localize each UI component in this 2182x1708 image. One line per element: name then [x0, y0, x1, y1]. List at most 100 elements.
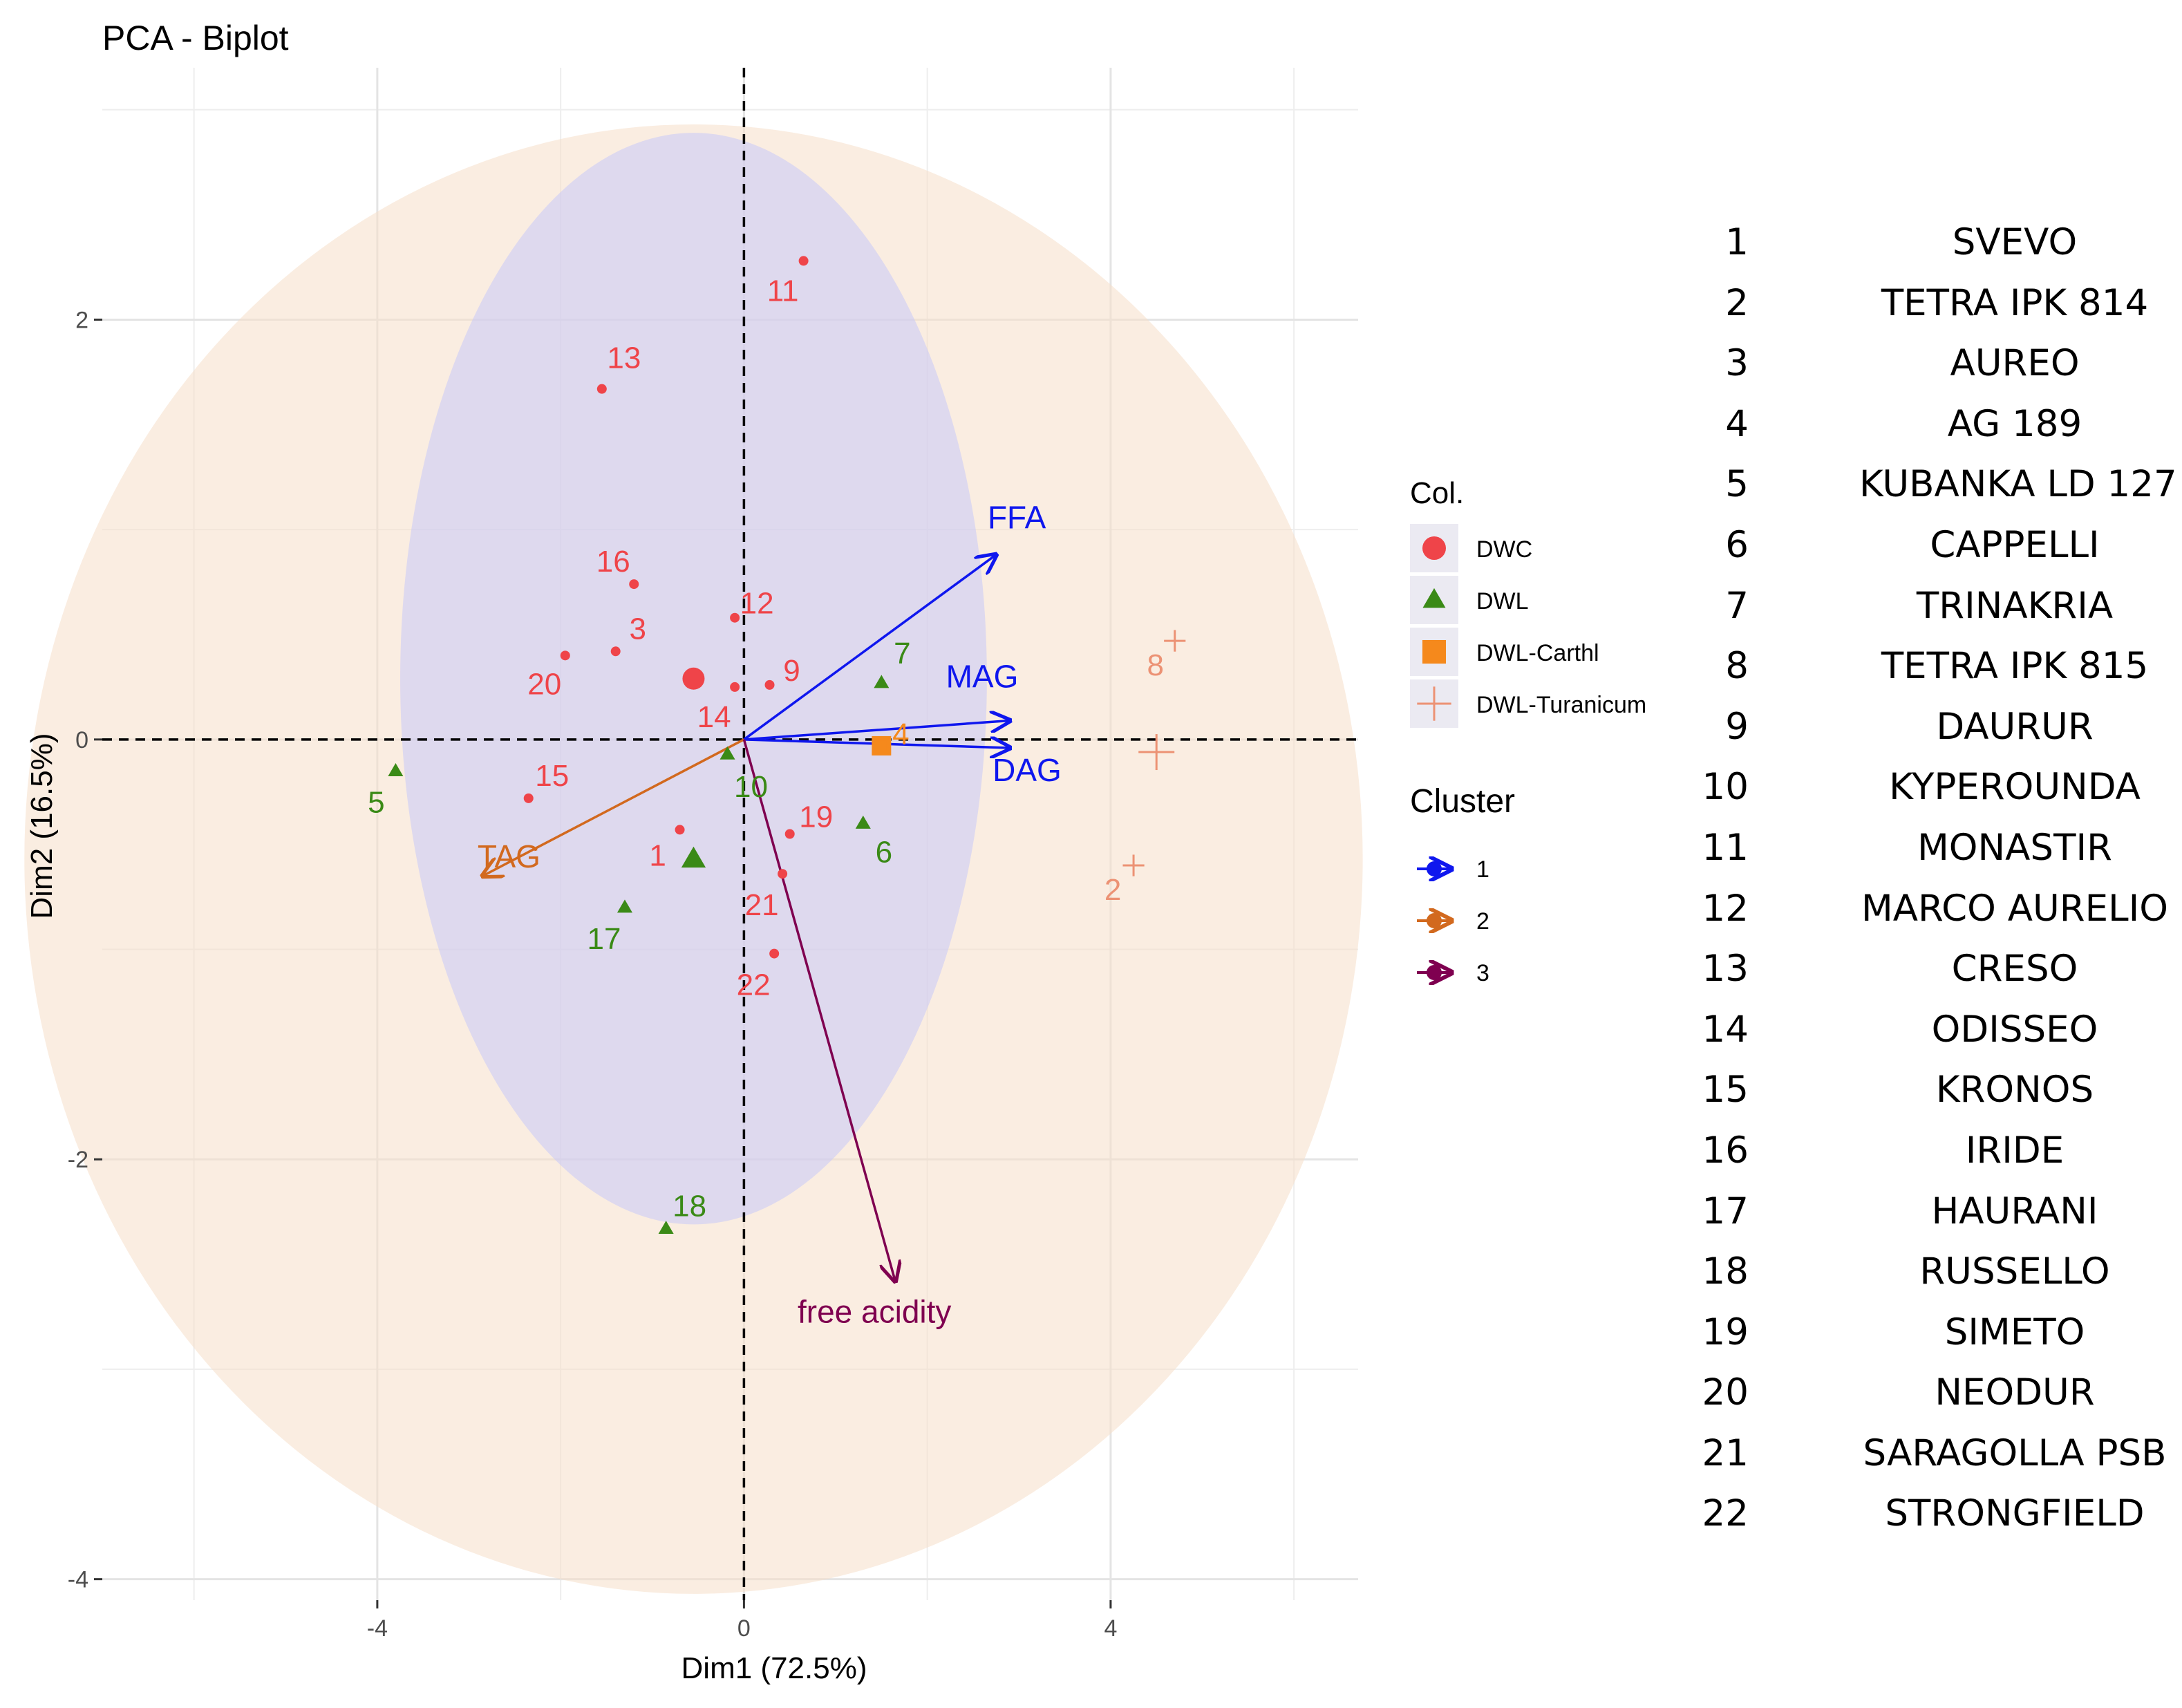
legend-color-title: Col. [1410, 476, 1464, 510]
data-point [596, 384, 607, 394]
legend-item-label: DWL-Carthl [1476, 640, 1599, 666]
data-point [617, 899, 632, 913]
point-label: 22 [737, 968, 771, 1002]
cultivar-name: KYPEROUNDA [1889, 766, 2141, 809]
cultivar-row: 15 KRONOS [1686, 1069, 2182, 1129]
cultivar-name: ODISSEO [1931, 1008, 2098, 1051]
cultivar-name: SVEVO [1952, 221, 2078, 263]
legend-key-symbol [1417, 686, 1451, 721]
cultivar-number: 17 [1702, 1190, 1749, 1232]
x-tick-label: -4 [367, 1615, 388, 1642]
legend-item-label: DWC [1476, 536, 1532, 563]
legend-item-dwl: DWL [1410, 576, 1529, 624]
cultivar-number: 20 [1702, 1371, 1749, 1414]
cultivar-name: TETRA IPK 814 [1881, 281, 2149, 324]
data-point [798, 256, 809, 266]
point-label: 20 [527, 667, 561, 701]
cultivar-number: 1 [1725, 221, 1749, 263]
cultivar-name: MONASTIR [1917, 826, 2112, 869]
cultivar-name: HAURANI [1931, 1190, 2098, 1232]
legend-key-symbol [1422, 588, 1446, 608]
cultivar-name: STRONGFIELD [1885, 1492, 2145, 1535]
cultivar-name: DAURUR [1936, 705, 2094, 748]
point-label: 17 [587, 922, 621, 956]
legend-cluster-dot [1427, 913, 1442, 928]
data-point [730, 612, 740, 623]
data-point [778, 869, 788, 879]
cultivar-name: AUREO [1950, 342, 2080, 385]
legend-cluster-dot [1427, 861, 1442, 876]
axes: -4 0 4 -4 -2 0 2 [68, 307, 1118, 1642]
cultivar-number: 4 [1725, 402, 1749, 445]
point-label: 10 [734, 770, 768, 804]
variable-label: free acidity [798, 1293, 951, 1329]
legend-cluster-label: 3 [1476, 960, 1489, 986]
point-label: 2 [1104, 873, 1121, 907]
point-label: 21 [745, 888, 779, 922]
legend-item-label: DWL-Turanicum [1476, 692, 1646, 718]
variable-label: FFA [988, 500, 1046, 536]
data-point [764, 679, 775, 690]
chart-title: PCA - Biplot [102, 19, 289, 57]
cultivar-number: 9 [1725, 705, 1749, 748]
x-tick-label: 0 [737, 1615, 751, 1642]
cultivar-number: 11 [1702, 826, 1749, 869]
legend-key-symbol [1422, 640, 1446, 664]
cultivar-name: KUBANKA LD 127 [1859, 463, 2177, 506]
point-label: 13 [607, 341, 641, 375]
point-label: 15 [535, 759, 569, 793]
legend-cluster-dot [1427, 965, 1442, 980]
group-mean-dwl-turanicum [1138, 734, 1175, 771]
legend-cluster-label: 2 [1476, 908, 1489, 935]
cultivar-number: 2 [1725, 281, 1749, 324]
legend-item-dwl-carthl: DWL-Carthl [1410, 628, 1599, 676]
data-point [769, 948, 780, 959]
point-label: 11 [767, 274, 799, 308]
cultivar-number: 21 [1702, 1432, 1749, 1474]
cultivar-row: 11 MONASTIR [1686, 827, 2182, 888]
y-axis-label: Dim2 (16.5%) [25, 733, 59, 919]
y-tick-label: 0 [75, 727, 88, 753]
cultivar-row: 1 SVEVO [1686, 221, 2182, 282]
y-tick-label: 2 [75, 307, 88, 333]
legend-item-dwl-turanicum: DWL-Turanicum [1410, 679, 1646, 728]
cultivar-number: 19 [1702, 1311, 1749, 1353]
group-mean-dwl [681, 846, 706, 868]
point-label: 8 [1147, 648, 1164, 682]
point-label: 7 [894, 637, 910, 670]
point-label: 9 [783, 654, 800, 688]
data-point [874, 675, 890, 688]
data-point [388, 762, 404, 776]
legend-cluster-1: 1 [1417, 856, 1489, 883]
cultivar-row: 19 SIMETO [1686, 1311, 2182, 1372]
variable-label: DAG [993, 752, 1062, 788]
variable-arrows: FFA MAG DAG TAG free acidity [478, 500, 1062, 1329]
cultivar-row: 10 KYPEROUNDA [1686, 766, 2182, 827]
data-point [855, 815, 871, 829]
data-point [523, 793, 534, 803]
cultivar-row: 3 AUREO [1686, 342, 2182, 403]
data-point [658, 1221, 674, 1235]
cultivar-number: 16 [1702, 1129, 1749, 1172]
cultivar-row: 20 NEODUR [1686, 1371, 2182, 1432]
cultivar-row: 13 CRESO [1686, 948, 2182, 1008]
cultivar-row: 21 SARAGOLLA PSB [1686, 1432, 2182, 1493]
cultivar-row: 16 IRIDE [1686, 1129, 2182, 1190]
cultivar-name: NEODUR [1935, 1371, 2095, 1414]
legend-item-label: DWL [1476, 588, 1529, 614]
x-tick-label: 4 [1104, 1615, 1117, 1642]
cultivar-name: TRINAKRIA [1916, 584, 2114, 627]
cultivar-name: AG 189 [1947, 402, 2082, 445]
legend-cluster-label: 1 [1476, 856, 1489, 883]
point-label: 5 [368, 785, 384, 819]
legend-item-dwc: DWC [1410, 524, 1532, 572]
cultivar-number: 8 [1725, 645, 1749, 688]
cultivar-name: SIMETO [1944, 1311, 2085, 1353]
legend-key-symbol [1422, 536, 1446, 560]
cultivar-number: 10 [1702, 766, 1749, 809]
variable-label: TAG [478, 838, 540, 874]
y-tick-label: -4 [68, 1567, 88, 1593]
cultivar-name: SARAGOLLA PSB [1863, 1432, 2167, 1474]
